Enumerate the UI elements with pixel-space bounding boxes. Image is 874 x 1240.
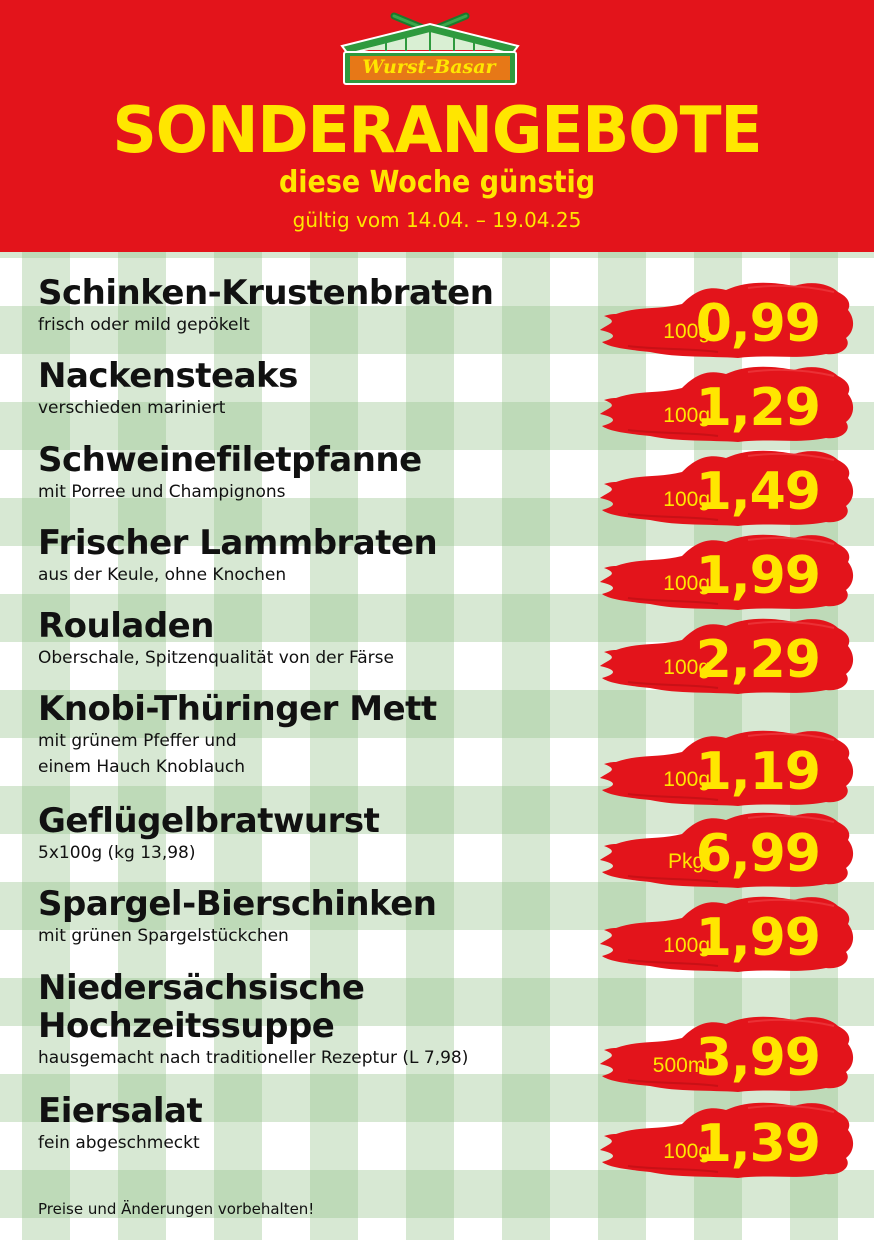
- product-name: Schweinefiletpfanne: [38, 440, 422, 480]
- price-amount: 3,99: [695, 1028, 821, 1088]
- product-description: einem Hauch Knoblauch: [38, 757, 246, 777]
- price-unit: 100g: [663, 488, 710, 511]
- product-name: Schinken-Krustenbraten: [38, 273, 494, 313]
- price-amount: 0,99: [695, 294, 821, 354]
- red-brush-stroke-icon: [600, 812, 854, 888]
- product-item: Knobi-Thüringer Mett mit grünem Pfeffer u…: [38, 690, 598, 780]
- product-description: aus der Keule, ohne Knochen: [38, 565, 287, 585]
- red-brush-stroke-icon: [600, 730, 854, 806]
- price-amount: 1,19: [695, 742, 821, 802]
- price-tag: 500ml 3,99: [598, 1010, 858, 1094]
- product-description: 5x100g (kg 13,98): [38, 843, 196, 863]
- red-brush-stroke-icon: [600, 1016, 854, 1092]
- product-name: Eiersalat: [38, 1091, 203, 1131]
- red-brush-stroke-icon: [600, 534, 854, 610]
- product-name: Hochzeitssuppe: [38, 1006, 335, 1046]
- product-item: Schweinefiletpfanne mit Porree und Champi…: [38, 441, 598, 505]
- product-item: Geflügelbratwurst 5x100g (kg 13,98): [38, 802, 598, 866]
- red-brush-stroke-icon: [600, 1102, 854, 1178]
- price-amount: 6,99: [695, 824, 821, 884]
- product-item: Rouladen Oberschale, Spitzenqualität von …: [38, 607, 598, 671]
- price-amount: 2,29: [695, 630, 821, 690]
- page-headline: SONDERANGEBOTE: [112, 94, 762, 168]
- price-amount: 1,99: [695, 908, 821, 968]
- price-unit: 500ml: [652, 1054, 710, 1077]
- price-unit: Pkg.: [667, 850, 710, 873]
- price-tag: Pkg. 6,99: [598, 806, 858, 890]
- price-amount: 1,29: [695, 378, 821, 438]
- red-brush-stroke-icon: [600, 450, 854, 526]
- price-amount: 1,49: [695, 462, 821, 522]
- price-tag: 100g 1,99: [598, 890, 858, 974]
- product-name: Nackensteaks: [38, 356, 298, 396]
- product-description: Oberschale, Spitzenqualität von der Färs…: [38, 648, 394, 668]
- footer-disclaimer: Preise und Änderungen vorbehalten!: [38, 1200, 315, 1218]
- product-name: Frischer Lammbraten: [38, 523, 438, 563]
- validity-dates: gültig vom 14.04. – 19.04.25: [292, 208, 582, 232]
- product-description: mit grünen Spargelstückchen: [38, 926, 289, 946]
- product-name: Spargel-Bierschinken: [38, 884, 437, 924]
- product-item: Nackensteaks verschieden mariniert: [38, 357, 598, 421]
- price-tag: 100g 1,99: [598, 528, 858, 612]
- market-stall-logo-icon: [340, 12, 520, 85]
- product-description: verschieden mariniert: [38, 398, 226, 418]
- product-name: Geflügelbratwurst: [38, 801, 380, 841]
- product-item: Spargel-Bierschinken mit grünen Spargelst…: [38, 885, 598, 949]
- price-amount: 1,39: [695, 1114, 821, 1174]
- price-unit: 100g: [663, 404, 710, 427]
- price-unit: 100g: [663, 934, 710, 957]
- product-description: mit Porree und Champignons: [38, 482, 286, 502]
- price-tag: 100g 1,29: [598, 360, 858, 444]
- price-unit: 100g: [663, 320, 710, 343]
- product-name: Rouladen: [38, 606, 214, 646]
- price-tag: 100g 1,49: [598, 444, 858, 528]
- red-brush-stroke-icon: [600, 896, 854, 972]
- logo-text: Wurst-Basar: [362, 56, 496, 78]
- product-description: mit grünem Pfeffer und: [38, 731, 237, 751]
- product-description: hausgemacht nach traditioneller Rezeptur…: [38, 1048, 469, 1068]
- product-name: Niedersächsische: [38, 968, 365, 1008]
- product-description: fein abgeschmeckt: [38, 1133, 200, 1153]
- product-item: Schinken-Krustenbraten frisch oder mild g…: [38, 274, 598, 338]
- price-unit: 100g: [663, 572, 710, 595]
- page-subline: diese Woche günstig: [278, 165, 596, 200]
- red-brush-stroke-icon: [600, 282, 854, 358]
- price-tag: 100g 2,29: [598, 612, 858, 696]
- product-name: Knobi-Thüringer Mett: [38, 689, 437, 729]
- red-brush-stroke-icon: [600, 366, 854, 442]
- red-brush-stroke-icon: [600, 618, 854, 694]
- price-unit: 100g: [663, 768, 710, 791]
- product-description: frisch oder mild gepökelt: [38, 315, 250, 335]
- price-tag: 100g 0,99: [598, 276, 858, 360]
- price-unit: 100g: [663, 656, 710, 679]
- product-item: Eiersalat fein abgeschmeckt: [38, 1092, 598, 1156]
- price-tag: 100g 1,39: [598, 1096, 858, 1180]
- product-item: Frischer Lammbraten aus der Keule, ohne K…: [38, 524, 598, 588]
- price-amount: 1,99: [695, 546, 821, 606]
- price-unit: 100g: [663, 1140, 710, 1163]
- product-item: Niedersächsische Hochzeitssuppe hausgemach…: [38, 969, 598, 1071]
- price-tag: 100g 1,19: [598, 724, 858, 808]
